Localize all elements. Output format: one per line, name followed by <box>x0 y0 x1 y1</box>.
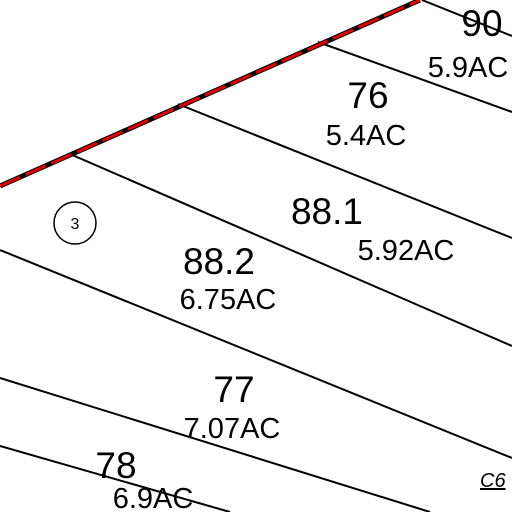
lot-line <box>317 41 512 113</box>
parcel-number: 77 <box>213 369 254 410</box>
parcel-area: 7.07AC <box>184 413 281 445</box>
parcel-area: 5.9AC <box>428 52 509 84</box>
lot-line <box>177 103 512 239</box>
parcel-area: 6.9AC <box>113 483 194 512</box>
circle-marker <box>53 201 97 245</box>
parcel-number: 90 <box>461 3 502 44</box>
parcel-area: 5.92AC <box>358 235 455 267</box>
lot-line <box>0 249 512 459</box>
parcel-area: 6.75AC <box>180 284 277 316</box>
lot-line <box>0 377 431 512</box>
boundary-dash <box>0 0 421 188</box>
circle-label: 3 <box>71 216 80 233</box>
parcel-number: 88.2 <box>183 241 255 282</box>
parcel-number: 76 <box>347 75 388 116</box>
lot-line <box>69 153 512 347</box>
corner-label: C6 <box>480 470 506 492</box>
parcel-number: 78 <box>95 445 136 486</box>
lot-line <box>0 445 231 512</box>
lot-line <box>421 0 512 37</box>
parcel-area: 5.4AC <box>326 120 407 152</box>
parcel-number: 88.1 <box>291 191 363 232</box>
boundary <box>0 0 422 189</box>
